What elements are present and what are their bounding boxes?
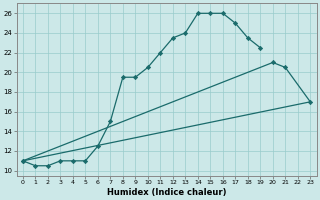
- X-axis label: Humidex (Indice chaleur): Humidex (Indice chaleur): [107, 188, 226, 197]
